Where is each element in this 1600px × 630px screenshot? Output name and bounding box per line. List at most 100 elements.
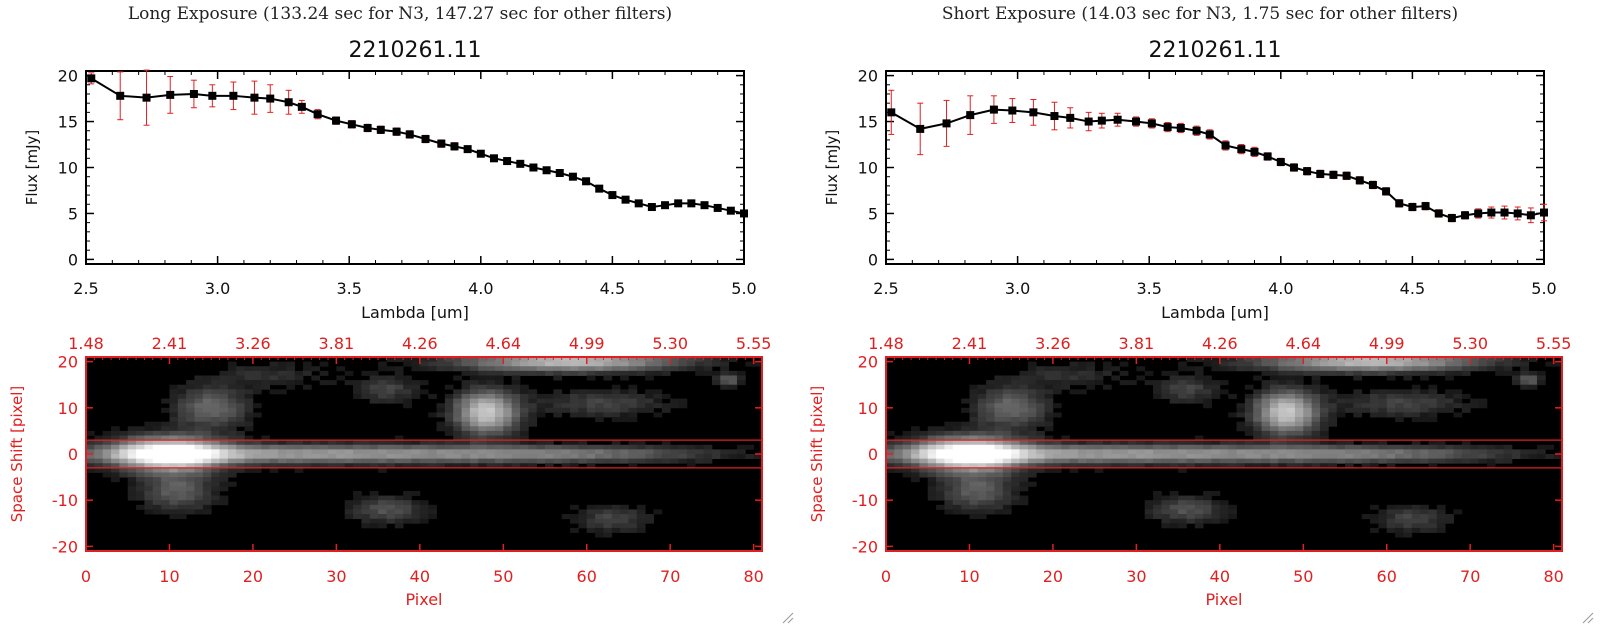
image-cell <box>161 454 170 460</box>
image-cell <box>628 454 638 460</box>
image-cell <box>1470 444 1479 450</box>
image-cell <box>720 370 730 376</box>
image-cell <box>378 458 387 464</box>
image-cell <box>1186 495 1196 501</box>
image-cell <box>1044 454 1054 460</box>
image-cell <box>1211 449 1221 455</box>
image-cell <box>94 458 104 464</box>
image-cell <box>728 375 738 381</box>
image-cell <box>661 361 671 367</box>
image-cell <box>1345 440 1354 446</box>
image-cell <box>886 463 895 469</box>
image-cell <box>236 463 245 469</box>
image-cell <box>419 440 429 446</box>
image-cell <box>136 449 145 455</box>
image-cell <box>1128 380 1137 386</box>
image-cell <box>961 495 970 501</box>
image-cell <box>127 449 137 455</box>
image-cell <box>453 421 462 427</box>
image-cell <box>1203 357 1212 363</box>
image-cell <box>353 384 362 390</box>
image-cell <box>1161 458 1171 464</box>
image-cell <box>161 490 170 496</box>
image-cell <box>595 527 604 533</box>
image-cell <box>678 444 688 450</box>
image-cell <box>161 407 170 413</box>
image-cell <box>227 366 237 372</box>
image-cell <box>961 472 970 478</box>
image-cell <box>194 435 204 441</box>
image-cell <box>1428 463 1438 469</box>
image-cell <box>411 490 421 496</box>
resize-grip-icon[interactable] <box>1582 612 1594 624</box>
image-cell <box>570 458 579 464</box>
image-cell <box>969 504 979 510</box>
image-cell <box>394 435 404 441</box>
image-cell <box>927 463 937 469</box>
image-cell <box>1436 357 1446 363</box>
image-cell <box>578 357 588 363</box>
image-cell <box>1528 370 1538 376</box>
image-cell <box>1395 357 1404 363</box>
image-cell <box>1036 380 1045 386</box>
image-cell <box>419 463 429 469</box>
image-cell <box>211 393 220 399</box>
image-cell <box>1345 458 1354 464</box>
image-cell <box>986 509 995 515</box>
image-cell <box>127 430 137 436</box>
image-cell <box>1244 463 1254 469</box>
image-cell <box>586 389 596 395</box>
image-cell <box>570 444 579 450</box>
image-cell <box>620 389 629 395</box>
image-cell <box>1102 440 1112 446</box>
image-cell <box>119 467 129 473</box>
image-cell <box>570 407 579 413</box>
image-cell <box>111 444 120 450</box>
image-cell <box>1178 384 1187 390</box>
image-cell <box>1319 430 1329 436</box>
image-cell <box>444 393 454 399</box>
x-tick-label: 2.5 <box>873 279 898 298</box>
image-cell <box>961 398 970 404</box>
spectrum-title: 2210261.11 <box>1149 38 1282 63</box>
image-cell <box>1286 421 1296 427</box>
data-point <box>208 91 217 100</box>
image-cell <box>1294 430 1304 436</box>
image-cell <box>1420 514 1429 520</box>
image-cell <box>1036 412 1045 418</box>
image-cell <box>494 407 504 413</box>
image-cell <box>152 472 162 478</box>
image-cell <box>1203 444 1212 450</box>
image-cell <box>1453 509 1463 515</box>
image-cell <box>1411 518 1421 524</box>
image-cell <box>1386 458 1396 464</box>
image-cell <box>503 449 513 455</box>
image-cell <box>1153 458 1162 464</box>
image-cell <box>703 361 713 367</box>
image-cell <box>386 518 396 524</box>
resize-grip-icon[interactable] <box>782 612 794 624</box>
image-cell <box>319 370 329 376</box>
image-cell <box>177 384 187 390</box>
image-cell <box>628 444 638 450</box>
image-cell <box>536 366 546 372</box>
image-cell <box>1486 361 1496 367</box>
image-cell <box>444 458 454 464</box>
image-cell <box>461 463 471 469</box>
data-point <box>1029 108 1038 117</box>
image-cell <box>720 357 730 363</box>
image-cell <box>503 366 513 372</box>
image-cell <box>1269 366 1279 372</box>
image-cell <box>1178 509 1187 515</box>
x-tick-label: 40 <box>1210 567 1230 586</box>
image-cell <box>653 393 663 399</box>
image-cell <box>444 440 454 446</box>
image-cell <box>394 514 404 520</box>
image-cell <box>670 398 679 404</box>
image-cell <box>194 412 204 418</box>
data-point <box>740 209 748 218</box>
image-cell <box>1052 440 1062 446</box>
image-cell <box>1219 518 1229 524</box>
image-cell <box>169 495 179 501</box>
image-cell <box>277 454 287 460</box>
